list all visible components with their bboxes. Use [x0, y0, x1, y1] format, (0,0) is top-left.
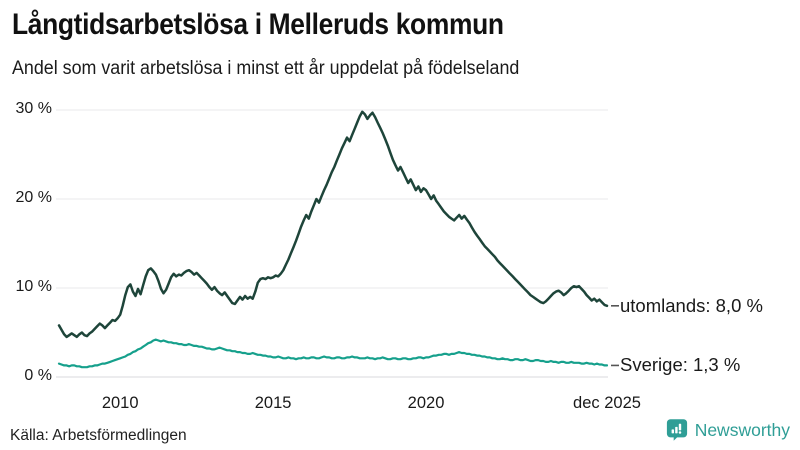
y-axis-label-30: 30 %	[15, 100, 52, 117]
chart-subtitle: Andel som varit arbetslösa i minst ett å…	[12, 58, 520, 79]
newsworthy-brand-text: Newsworthy	[694, 419, 790, 440]
x-axis-label-2010: 2010	[101, 394, 139, 412]
y-axis-label-20: 20 %	[15, 189, 52, 206]
series-line-utomlands	[57, 110, 609, 339]
source-note: Källa: Arbetsförmedlingen	[10, 427, 187, 444]
x-axis-label-2020: 2020	[407, 394, 445, 412]
series-end-label-utomlands: utomlands: 8,0 %	[620, 294, 763, 316]
series-line-Sverige	[57, 338, 609, 369]
y-axis-label-0: 0 %	[24, 367, 52, 384]
x-axis-label-dec-2025: dec 2025	[573, 394, 641, 412]
newsworthy-brand[interactable]: Newsworthy	[665, 418, 790, 442]
chart-title: Långtidsarbetslösa i Melleruds kommun	[12, 8, 504, 41]
x-axis-label-2015: 2015	[254, 394, 292, 412]
newsworthy-logo-icon	[665, 418, 689, 442]
series-end-label-Sverige: Sverige: 1,3 %	[620, 354, 741, 376]
y-axis-label-10: 10 %	[15, 278, 52, 295]
